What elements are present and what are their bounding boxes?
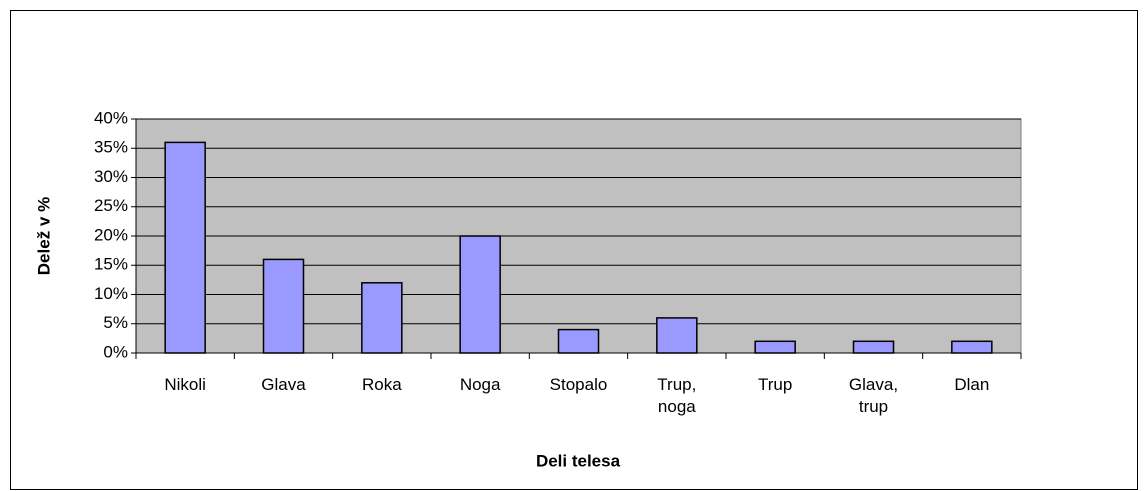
bar [951, 340, 993, 354]
bar [262, 258, 305, 354]
y-tick-label: 20% [94, 225, 128, 244]
x-tick-label: Glava, trup [848, 375, 899, 416]
x-tick-label: Glava [261, 375, 306, 394]
x-tick-label: Dlan [954, 375, 990, 394]
y-tick-label: 40% [94, 108, 128, 127]
bar [164, 141, 206, 354]
y-tick-label: 25% [94, 196, 128, 215]
bar [361, 282, 403, 354]
x-tick-label: Noga [459, 375, 501, 394]
x-tick-label: Roka [361, 375, 402, 394]
y-tick-label: 5% [103, 313, 128, 332]
y-tick-label: 0% [103, 342, 128, 361]
bar [557, 328, 600, 354]
x-axis-title: Deli telesa [536, 451, 621, 470]
bar [754, 340, 796, 354]
bar [459, 235, 501, 354]
x-tick-label: Stopalo [549, 375, 608, 394]
y-tick-label: 30% [94, 167, 128, 186]
y-axis-title: Delež v % [34, 197, 53, 275]
x-tick-label: Trup, noga [657, 375, 697, 416]
y-tick-label: 10% [94, 284, 128, 303]
y-tick-label: 15% [94, 255, 128, 274]
x-tick-label: Nikoli [164, 375, 206, 394]
bar [656, 317, 698, 354]
y-tick-label: 35% [94, 138, 128, 157]
bar [852, 340, 895, 354]
x-tick-label: Trup [757, 375, 793, 394]
